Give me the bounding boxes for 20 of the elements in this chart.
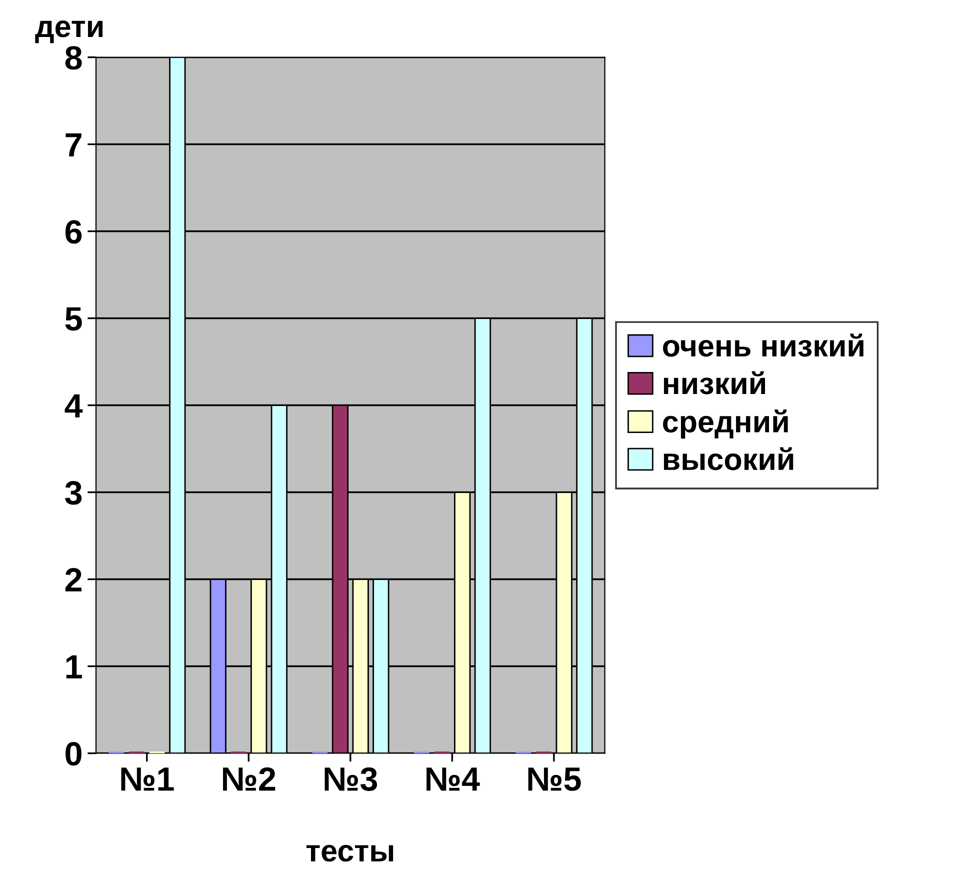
y-tick-label: 5 [65, 307, 82, 331]
y-tick-label: 3 [65, 481, 82, 505]
legend-label: высокий [664, 447, 794, 470]
legend-label: низкий [664, 371, 766, 394]
y-tick-label: 8 [65, 46, 82, 70]
y-tick-label: 1 [66, 655, 82, 678]
y-tick-label: 0 [66, 742, 82, 766]
y-tick-label: 6 [65, 220, 82, 244]
x-tick-label: №1 [121, 768, 174, 791]
x-tick-label: №2 [223, 767, 276, 791]
x-axis-title: тесты [306, 844, 394, 862]
x-tick-label: №3 [324, 767, 378, 791]
y-tick-label: 2 [65, 568, 82, 592]
y-tick-label: 4 [64, 394, 83, 418]
x-tick-label: №5 [528, 768, 581, 791]
legend-label: очень низкий [663, 334, 864, 357]
y-axis-title: дети [35, 20, 103, 44]
legend-label: средний [663, 410, 788, 439]
y-tick-label: 7 [66, 133, 82, 156]
x-tick-label: №4 [426, 768, 480, 791]
